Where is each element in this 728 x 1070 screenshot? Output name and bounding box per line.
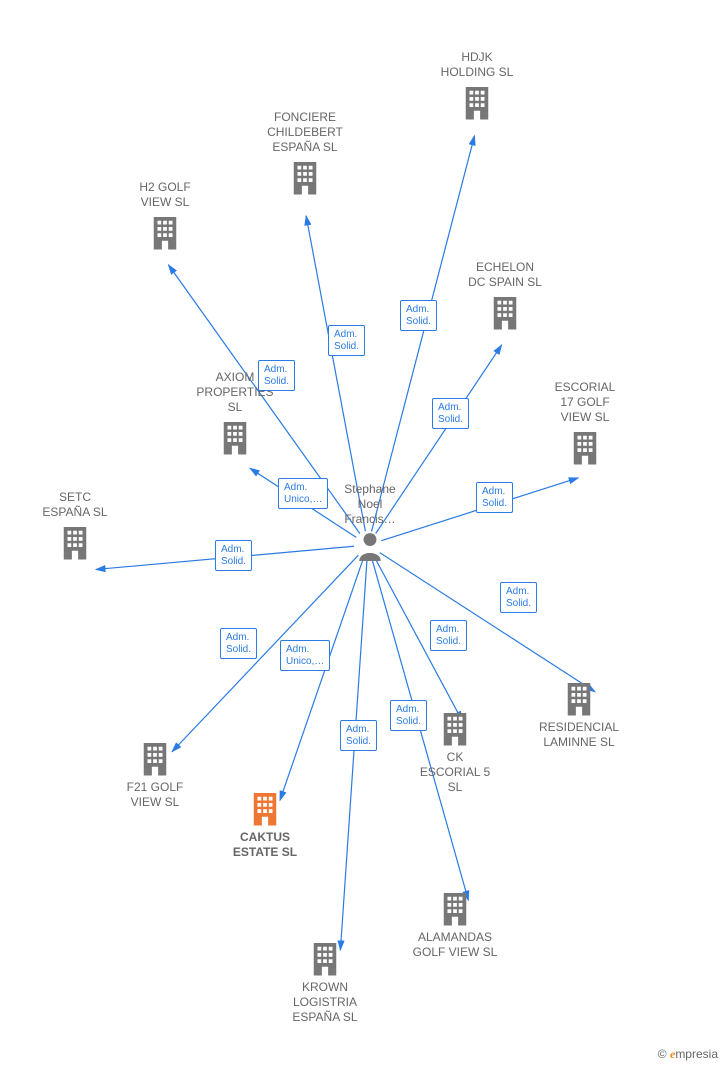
edge-label: Adm. Solid. — [220, 628, 257, 659]
company-node-h2golf[interactable]: H2 GOLF VIEW SL — [110, 180, 220, 250]
person-icon — [315, 531, 425, 561]
edge-label: Adm. Unico,… — [280, 640, 330, 671]
company-label: CAKTUS ESTATE SL — [210, 830, 320, 860]
copyright-symbol: © — [658, 1047, 667, 1061]
building-icon — [524, 680, 634, 716]
company-node-escorial17[interactable]: ESCORIAL 17 GOLF VIEW SL — [530, 380, 640, 465]
company-label: KROWN LOGISTRIA ESPAÑA SL — [270, 980, 380, 1025]
company-label: FONCIERE CHILDEBERT ESPAÑA SL — [250, 110, 360, 155]
building-icon — [100, 740, 210, 776]
company-node-caktus[interactable]: CAKTUS ESTATE SL — [210, 790, 320, 860]
edge-label: Adm. Solid. — [340, 720, 377, 751]
company-node-alamandas[interactable]: ALAMANDAS GOLF VIEW SL — [400, 890, 510, 960]
edge-label: Adm. Solid. — [432, 398, 469, 429]
company-node-fonciere[interactable]: FONCIERE CHILDEBERT ESPAÑA SL — [250, 110, 360, 195]
building-icon — [530, 429, 640, 465]
company-label: RESIDENCIAL LAMINNE SL — [524, 720, 634, 750]
center-person-label: Stephane Noel Francis… — [315, 482, 425, 527]
company-node-echelon[interactable]: ECHELON DC SPAIN SL — [450, 260, 560, 330]
building-icon — [422, 84, 532, 120]
company-node-hdjk[interactable]: HDJK HOLDING SL — [422, 50, 532, 120]
edge-label: Adm. Solid. — [390, 700, 427, 731]
company-label: H2 GOLF VIEW SL — [110, 180, 220, 210]
edge-line — [380, 553, 595, 692]
company-node-setc[interactable]: SETC ESPAÑA SL — [20, 490, 130, 560]
company-node-krown[interactable]: KROWN LOGISTRIA ESPAÑA SL — [270, 940, 380, 1025]
edge-label: Adm. Solid. — [476, 482, 513, 513]
edge-line — [372, 136, 475, 532]
building-icon — [180, 419, 290, 455]
company-label: CK ESCORIAL 5 SL — [400, 750, 510, 795]
company-label: ESCORIAL 17 GOLF VIEW SL — [530, 380, 640, 425]
company-label: HDJK HOLDING SL — [422, 50, 532, 80]
edge-label: Adm. Solid. — [500, 582, 537, 613]
edge-label: Adm. Solid. — [328, 325, 365, 356]
company-node-f21[interactable]: F21 GOLF VIEW SL — [100, 740, 210, 810]
company-label: F21 GOLF VIEW SL — [100, 780, 210, 810]
company-label: ECHELON DC SPAIN SL — [450, 260, 560, 290]
company-label: SETC ESPAÑA SL — [20, 490, 130, 520]
company-label: ALAMANDAS GOLF VIEW SL — [400, 930, 510, 960]
brand-rest: mpresia — [675, 1047, 718, 1061]
building-icon — [110, 214, 220, 250]
edge-line — [172, 555, 358, 751]
company-node-residencial[interactable]: RESIDENCIAL LAMINNE SL — [524, 680, 634, 750]
building-icon — [20, 524, 130, 560]
edge-label: Adm. Solid. — [400, 300, 437, 331]
building-icon — [270, 940, 380, 976]
center-person-node[interactable]: Stephane Noel Francis… — [315, 482, 425, 561]
building-icon — [400, 890, 510, 926]
edge-label: Adm. Unico,… — [278, 478, 328, 509]
building-icon — [450, 294, 560, 330]
edge-label: Adm. Solid. — [258, 360, 295, 391]
building-icon — [210, 790, 320, 826]
edge-label: Adm. Solid. — [215, 540, 252, 571]
building-icon — [250, 159, 360, 195]
edge-line — [280, 558, 363, 800]
edge-line — [340, 559, 367, 950]
footer-credit: © empresia — [658, 1047, 718, 1062]
edge-label: Adm. Solid. — [430, 620, 467, 651]
